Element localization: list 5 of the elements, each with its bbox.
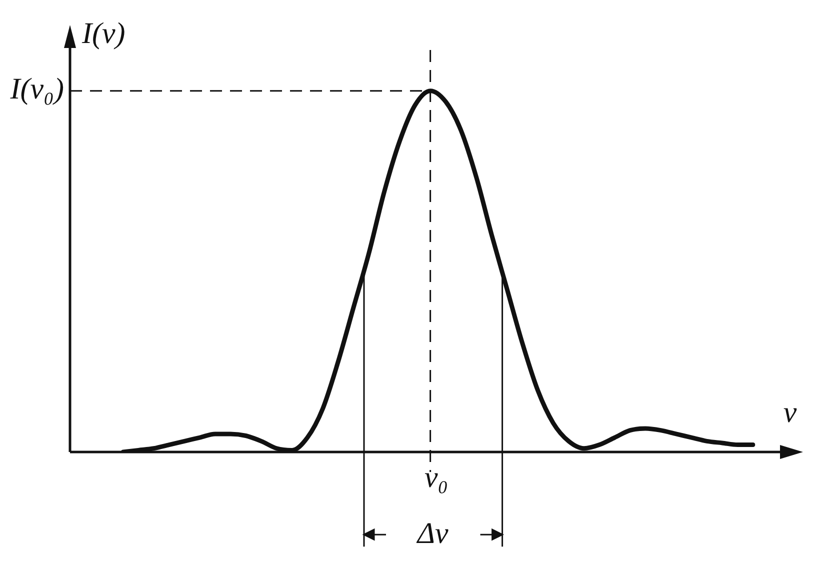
x-axis-title: ν <box>783 396 798 429</box>
text: ν₀ <box>424 460 448 494</box>
text: Δν <box>416 516 450 550</box>
y-axis-title: I(ν) <box>81 16 126 50</box>
ref-line-label: I(ν₀) <box>9 72 64 106</box>
